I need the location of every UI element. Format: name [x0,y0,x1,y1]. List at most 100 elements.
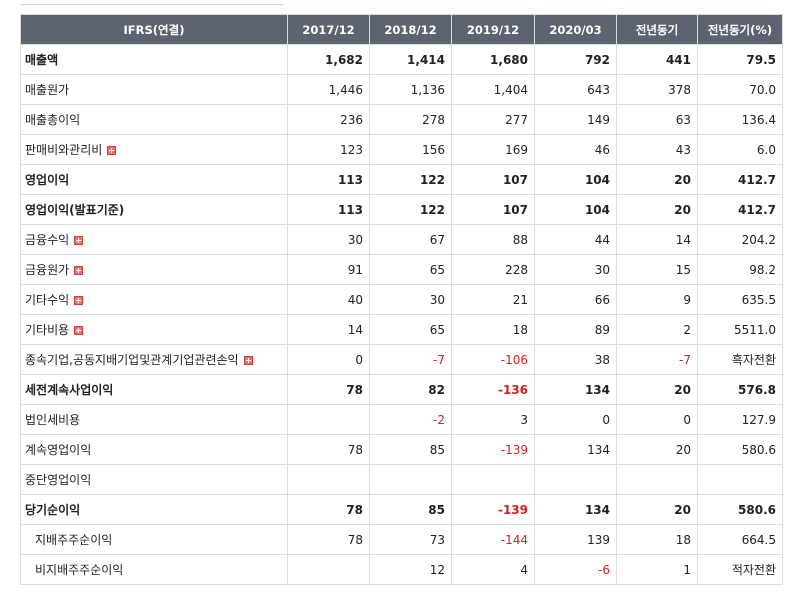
table-row: 중단영업이익 [20,464,783,495]
row-label: 매출총이익 [25,113,81,127]
value-cell: 580.6 [697,434,783,465]
value-cell: 0 [616,404,698,435]
value-cell: 113 [287,194,370,225]
header-2020-03: 2020/03 [534,14,617,45]
value-cell: 122 [369,164,452,195]
value-cell: 18 [451,314,535,345]
value-cell [616,464,698,495]
value-cell: 277 [451,104,535,135]
value-cell: 134 [534,374,617,405]
value-cell: 412.7 [697,164,783,195]
value-cell: 63 [616,104,698,135]
value-cell: 15 [616,254,698,285]
value-cell: 82 [369,374,452,405]
row-label-cell[interactable]: 판매비와관리비 [20,134,288,165]
row-label-cell[interactable]: 금융원가 [20,254,288,285]
value-cell: 78 [287,494,370,525]
value-cell: 278 [369,104,452,135]
row-label-cell[interactable]: 기타수익 [20,284,288,315]
value-cell: 5511.0 [697,314,783,345]
expand-plus-icon[interactable] [243,356,253,365]
value-cell: 236 [287,104,370,135]
value-cell: 65 [369,254,452,285]
value-cell: 104 [534,164,617,195]
row-label: 계속영업이익 [25,443,92,457]
value-cell: 20 [616,194,698,225]
table-row: 법인세비용 -2 3 0 0 127.9 [20,404,783,435]
table-row: 매출원가 1,446 1,136 1,404 643 378 70.0 [20,74,783,105]
value-cell: 1 [616,554,698,585]
value-cell [369,464,452,495]
value-cell: 14 [287,314,370,345]
expand-plus-icon[interactable] [74,326,84,335]
value-cell: 20 [616,494,698,525]
value-cell [451,464,535,495]
value-cell: 흑자전환 [697,344,783,375]
value-cell: 792 [534,44,617,75]
value-cell: 78 [287,434,370,465]
row-label-cell[interactable]: 금융수익 [20,224,288,255]
expand-plus-icon[interactable] [74,266,84,275]
value-cell: -136 [451,374,535,405]
row-label-cell: 당기순이익 [20,494,288,525]
value-cell: 38 [534,344,617,375]
row-label-cell[interactable]: 종속기업,공동지배기업및관계기업관련손익 [20,344,288,375]
row-label: 매출원가 [25,83,70,97]
value-cell: 30 [534,254,617,285]
row-label: 지배주주순이익 [35,533,113,547]
value-cell: 134 [534,434,617,465]
row-label-cell[interactable]: 기타비용 [20,314,288,345]
row-label-cell: 지배주주순이익 [20,524,288,555]
row-label: 금융원가 [25,263,70,277]
header-prev-period: 전년동기 [616,14,698,45]
value-cell: 1,404 [451,74,535,105]
value-cell: 6.0 [697,134,783,165]
header-ifrs: IFRS(연결) [20,14,288,45]
row-label-cell: 영업이익(발표기준) [20,194,288,225]
value-cell: 169 [451,134,535,165]
value-cell: 2 [616,314,698,345]
row-label-cell: 영업이익 [20,164,288,195]
row-label: 세전계속사업이익 [25,383,114,397]
row-label: 판매비와관리비 [25,143,103,157]
value-cell: 204.2 [697,224,783,255]
row-label-cell: 세전계속사업이익 [20,374,288,405]
table-row: 계속영업이익 78 85 -139 134 20 580.6 [20,434,783,465]
table-row: 금융수익 30 67 88 44 14 204.2 [20,224,783,255]
value-cell: 0 [534,404,617,435]
row-label-cell: 계속영업이익 [20,434,288,465]
row-label: 기타비용 [25,323,70,337]
value-cell [287,554,370,585]
value-cell: 44 [534,224,617,255]
header-2018-12: 2018/12 [369,14,452,45]
value-cell: 139 [534,524,617,555]
header-row: IFRS(연결) 2017/12 2018/12 2019/12 2020/03… [20,14,783,45]
row-label: 종속기업,공동지배기업및관계기업관련손익 [25,353,239,367]
expand-plus-icon[interactable] [74,236,84,245]
value-cell: -7 [616,344,698,375]
value-cell: -139 [451,434,535,465]
row-label-cell: 매출액 [20,44,288,75]
value-cell: 20 [616,434,698,465]
value-cell: 73 [369,524,452,555]
value-cell: -139 [451,494,535,525]
value-cell: 123 [287,134,370,165]
expand-plus-icon[interactable] [74,296,84,305]
value-cell: 67 [369,224,452,255]
expand-plus-icon[interactable] [107,146,117,155]
table-row: 금융원가 91 65 228 30 15 98.2 [20,254,783,285]
table-row: 세전계속사업이익 78 82 -136 134 20 576.8 [20,374,783,405]
value-cell: -144 [451,524,535,555]
value-cell: -2 [369,404,452,435]
value-cell: 0 [287,344,370,375]
value-cell: 78 [287,374,370,405]
value-cell: 113 [287,164,370,195]
value-cell: 136.4 [697,104,783,135]
value-cell: -7 [369,344,452,375]
header-2019-12: 2019/12 [451,14,535,45]
value-cell [697,464,783,495]
value-cell: 412.7 [697,194,783,225]
value-cell: 43 [616,134,698,165]
value-cell: 580.6 [697,494,783,525]
value-cell: 1,682 [287,44,370,75]
